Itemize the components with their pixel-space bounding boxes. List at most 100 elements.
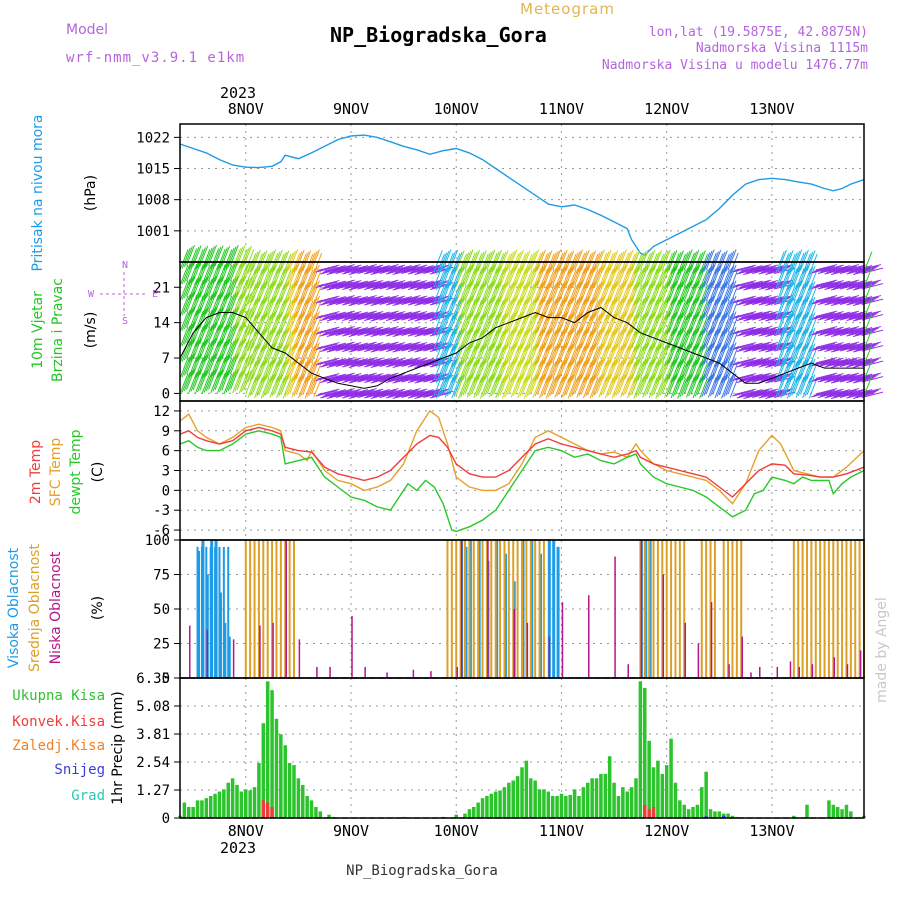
wind-barb bbox=[488, 283, 498, 305]
wind-barb bbox=[442, 326, 452, 348]
wind-barb bbox=[749, 372, 772, 379]
wind-barb bbox=[471, 265, 481, 287]
wind-barb bbox=[835, 343, 857, 350]
wind-barb bbox=[361, 373, 384, 380]
wind-barb bbox=[304, 377, 314, 399]
wind-barb bbox=[368, 389, 390, 396]
wind-barb bbox=[421, 341, 443, 348]
wind-barb bbox=[567, 331, 577, 353]
wind-barb bbox=[771, 295, 794, 302]
wind-barb bbox=[331, 343, 353, 350]
total_precip-bar bbox=[524, 760, 529, 818]
wind-barb bbox=[685, 299, 695, 321]
wind-barb bbox=[631, 312, 641, 334]
wind-barb bbox=[585, 329, 595, 351]
wind-barb bbox=[405, 280, 428, 287]
x-tick-top: 8NOV bbox=[228, 100, 264, 118]
total_precip-bar bbox=[511, 780, 515, 818]
wind-barb bbox=[227, 370, 237, 392]
wind-barb bbox=[190, 262, 200, 284]
wind-barb bbox=[218, 262, 228, 284]
wind-barb bbox=[271, 328, 281, 350]
wind-barb bbox=[690, 327, 700, 349]
wind-barb bbox=[732, 266, 754, 273]
wind-barb bbox=[622, 297, 632, 319]
wind-barb bbox=[490, 282, 500, 304]
total_precip-bar bbox=[467, 809, 472, 818]
wind-barb bbox=[197, 324, 206, 346]
wind-barb bbox=[488, 376, 498, 398]
wind-barb bbox=[490, 344, 500, 366]
wind-barb bbox=[495, 284, 505, 306]
wind-barb bbox=[556, 266, 566, 288]
wind-barb bbox=[510, 361, 520, 383]
wind-barb bbox=[723, 283, 733, 305]
wind-barb bbox=[302, 281, 312, 303]
wind-barb bbox=[205, 354, 215, 376]
wind-barb bbox=[576, 361, 586, 383]
wind-barb bbox=[593, 343, 603, 365]
wind-barb bbox=[729, 268, 739, 290]
wind-barb bbox=[208, 337, 217, 359]
wind-barb bbox=[620, 252, 630, 274]
wind-barb bbox=[453, 267, 463, 289]
wind-barb bbox=[539, 268, 548, 290]
wind-barb bbox=[657, 360, 667, 382]
wind-barb bbox=[808, 253, 818, 275]
wind-barb bbox=[333, 326, 355, 333]
total_precip-bar bbox=[594, 778, 599, 818]
wind-barb bbox=[238, 326, 248, 348]
wind-barb bbox=[201, 249, 211, 271]
wind-barb bbox=[707, 283, 717, 305]
wind-barb bbox=[578, 282, 588, 304]
wind-barb bbox=[563, 329, 573, 351]
wind-barb bbox=[721, 284, 730, 306]
wind-barb bbox=[337, 297, 360, 304]
wind-barb bbox=[666, 328, 676, 350]
wind-barb bbox=[232, 310, 242, 332]
wind-barb bbox=[600, 282, 610, 304]
wind-barb bbox=[756, 326, 779, 333]
wind-barb bbox=[786, 284, 796, 306]
wind-barb bbox=[530, 264, 540, 286]
wind-barb bbox=[306, 314, 316, 336]
wind-barb bbox=[199, 261, 209, 283]
wind-barb bbox=[591, 345, 601, 367]
wind-barb bbox=[696, 296, 706, 318]
total_precip-bar bbox=[283, 745, 287, 818]
wind-barb bbox=[306, 329, 316, 351]
wind-barb bbox=[850, 389, 873, 396]
wind-barb bbox=[613, 376, 623, 398]
wind-barb bbox=[784, 374, 794, 396]
wind-barb bbox=[712, 327, 722, 349]
wind-barb bbox=[543, 296, 553, 318]
wind-barb bbox=[455, 281, 465, 303]
wind-barb bbox=[282, 315, 292, 337]
wind-barb bbox=[661, 264, 671, 286]
wind-barb bbox=[747, 327, 770, 334]
wind-barb bbox=[576, 376, 586, 398]
wind-barb bbox=[602, 280, 612, 302]
wind-barb bbox=[374, 358, 397, 365]
wind-barb bbox=[425, 281, 447, 288]
wind-barb bbox=[403, 266, 426, 273]
wind-barb bbox=[541, 344, 551, 366]
wind-barb bbox=[699, 362, 709, 384]
wind-barb bbox=[657, 345, 667, 367]
wind-barb bbox=[223, 280, 233, 302]
wind-barb bbox=[508, 311, 518, 333]
wind-barb bbox=[712, 296, 722, 318]
wind-barb bbox=[381, 328, 404, 335]
wind-barb bbox=[650, 267, 660, 289]
wind-barb bbox=[315, 312, 338, 319]
wind-barb bbox=[624, 296, 634, 318]
wind-barb bbox=[477, 281, 487, 303]
wind-barb bbox=[254, 361, 263, 383]
x-tick-top: 10NOV bbox=[434, 100, 479, 118]
wind-barb bbox=[190, 277, 200, 299]
wind-barb bbox=[778, 373, 787, 395]
wind-barb bbox=[249, 297, 259, 319]
wind-barb bbox=[503, 360, 513, 382]
wind-barb bbox=[574, 326, 584, 348]
wind-barb bbox=[368, 358, 390, 365]
